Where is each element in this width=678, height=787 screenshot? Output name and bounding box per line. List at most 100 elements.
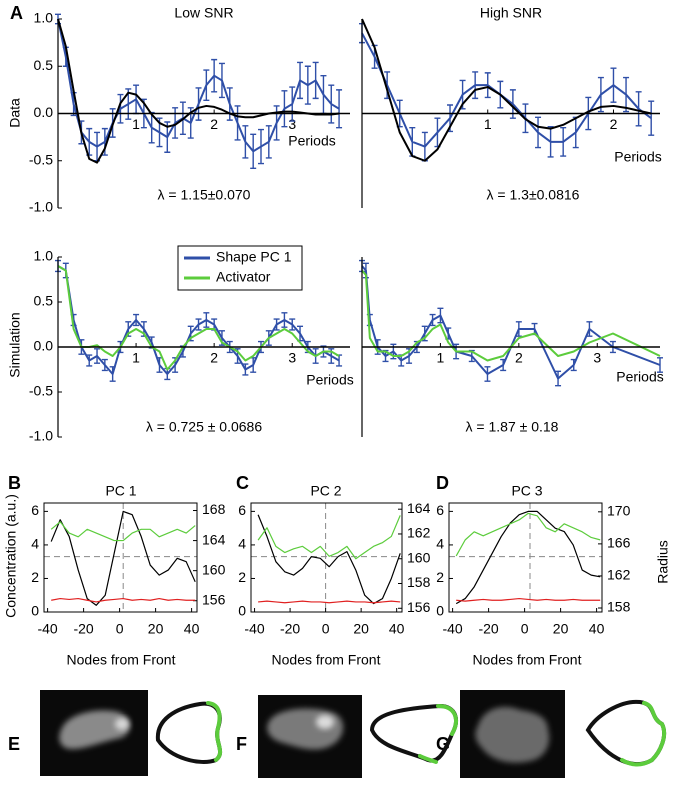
x-tick-label: 20 [148,621,164,637]
legend-box [177,245,303,291]
y2-tick-label: 158 [407,574,431,590]
y-tick-label: 2 [238,569,246,585]
cell-image [258,695,362,778]
x-tick-label: 1 [484,116,492,132]
annotation: λ = 1.3±0.0816 [487,187,580,203]
x-tick-label: 20 [553,621,569,637]
series-line [57,18,340,153]
x-tick-label: 40 [184,621,200,637]
y-tick-label: 0 [238,603,246,619]
x-axis-label: Nodes from Front [473,652,582,668]
cell-image [40,690,148,776]
series-line [57,265,340,375]
x-tick-label: 2 [210,350,218,366]
plot-frame [43,502,198,613]
x-tick-label: 2 [210,116,218,132]
y-tick-label: 2 [436,569,444,585]
x-tick-label: -40 [244,621,264,637]
series-line [50,521,196,542]
y2-tick-label: 168 [202,501,226,517]
y2-tick-label: 160 [407,549,431,565]
x-tick-label: 2 [515,350,523,366]
y2-tick-label: 156 [202,591,226,607]
y2-tick-label: 164 [202,531,226,547]
x-tick-label: 3 [288,350,296,366]
y-tick-label: 0.5 [34,57,54,73]
series-line [455,510,601,605]
x-tick-label: 0 [322,621,330,637]
annotation: λ = 0.725 ± 0.0686 [146,419,262,435]
series-line [57,265,340,371]
y-tick-label: 1.0 [34,248,54,264]
panel-label: C [236,473,249,493]
series-line [257,514,401,605]
y2-tick-label: 162 [607,567,631,583]
y-tick-label: 4 [31,536,39,552]
y2-tick-label: 158 [607,599,631,615]
y-tick-label: 0 [436,603,444,619]
x-tick-label: 20 [353,621,369,637]
plot-frame [448,502,603,613]
y-tick-label: 1.0 [34,10,54,26]
panel-label: E [8,734,20,754]
x-axis-label: Periods [306,372,353,388]
annotation: λ = 1.87 ± 0.18 [466,419,559,435]
series-line [57,18,340,164]
cell-outline [155,701,222,764]
x-tick-label: 3 [288,116,296,132]
x-tick-label: 40 [389,621,405,637]
x-tick-label: 2 [610,116,618,132]
x-tick-label: 1 [437,350,445,366]
y2-tick-label: 160 [202,561,226,577]
y-tick-label: -1.0 [29,428,53,444]
x-axis-label: Periods [288,133,335,149]
cell-image [460,690,565,778]
x-tick-label: -20 [478,621,498,637]
series-line [258,600,401,604]
y-axis-label: Simulation [7,312,23,377]
x-tick-label: 1 [132,116,140,132]
series-line [257,515,401,560]
series-line [361,32,652,148]
x-tick-label: -40 [442,621,462,637]
panel-label: A [10,3,23,23]
y-tick-label: 4 [436,536,444,552]
panel-label: B [8,473,21,493]
y-tick-label: -1.0 [29,199,53,215]
x-tick-label: 0 [521,621,529,637]
y2-axis-label: Radius [655,540,671,584]
x-axis-label: Periods [614,149,661,165]
y2-tick-label: 162 [407,525,431,541]
series-line [361,18,652,162]
y-tick-label: 0.0 [34,338,54,354]
x-tick-label: 40 [589,621,605,637]
chart-title: PC 2 [310,483,341,499]
y2-tick-label: 170 [607,503,631,519]
y-tick-label: 0.0 [34,104,54,120]
y-tick-label: 6 [31,502,39,518]
x-axis-label: Nodes from Front [67,652,176,668]
y-tick-label: -0.5 [29,151,53,167]
y2-tick-label: 164 [407,500,431,516]
x-tick-label: -20 [280,621,300,637]
y-tick-label: 0 [31,603,39,619]
legend-label: Activator [216,269,271,285]
chart-title: PC 1 [105,483,136,499]
x-tick-label: -20 [73,621,93,637]
chart-title: PC 3 [511,483,542,499]
chart-title: High SNR [480,5,542,21]
cell-outline [585,699,667,767]
panel-label: D [436,473,449,493]
series-line [50,510,196,606]
y-tick-label: 2 [31,569,39,585]
y2-tick-label: 156 [407,599,431,615]
legend-label: Shape PC 1 [216,249,292,265]
y-tick-label: 4 [238,536,246,552]
y2-tick-label: 166 [607,535,631,551]
x-tick-label: 0 [116,621,124,637]
series-line [361,269,661,362]
y-tick-label: 6 [436,502,444,518]
annotation: λ = 1.15±0.070 [158,187,251,203]
y-tick-label: 6 [238,502,246,518]
x-tick-label: 3 [593,350,601,366]
